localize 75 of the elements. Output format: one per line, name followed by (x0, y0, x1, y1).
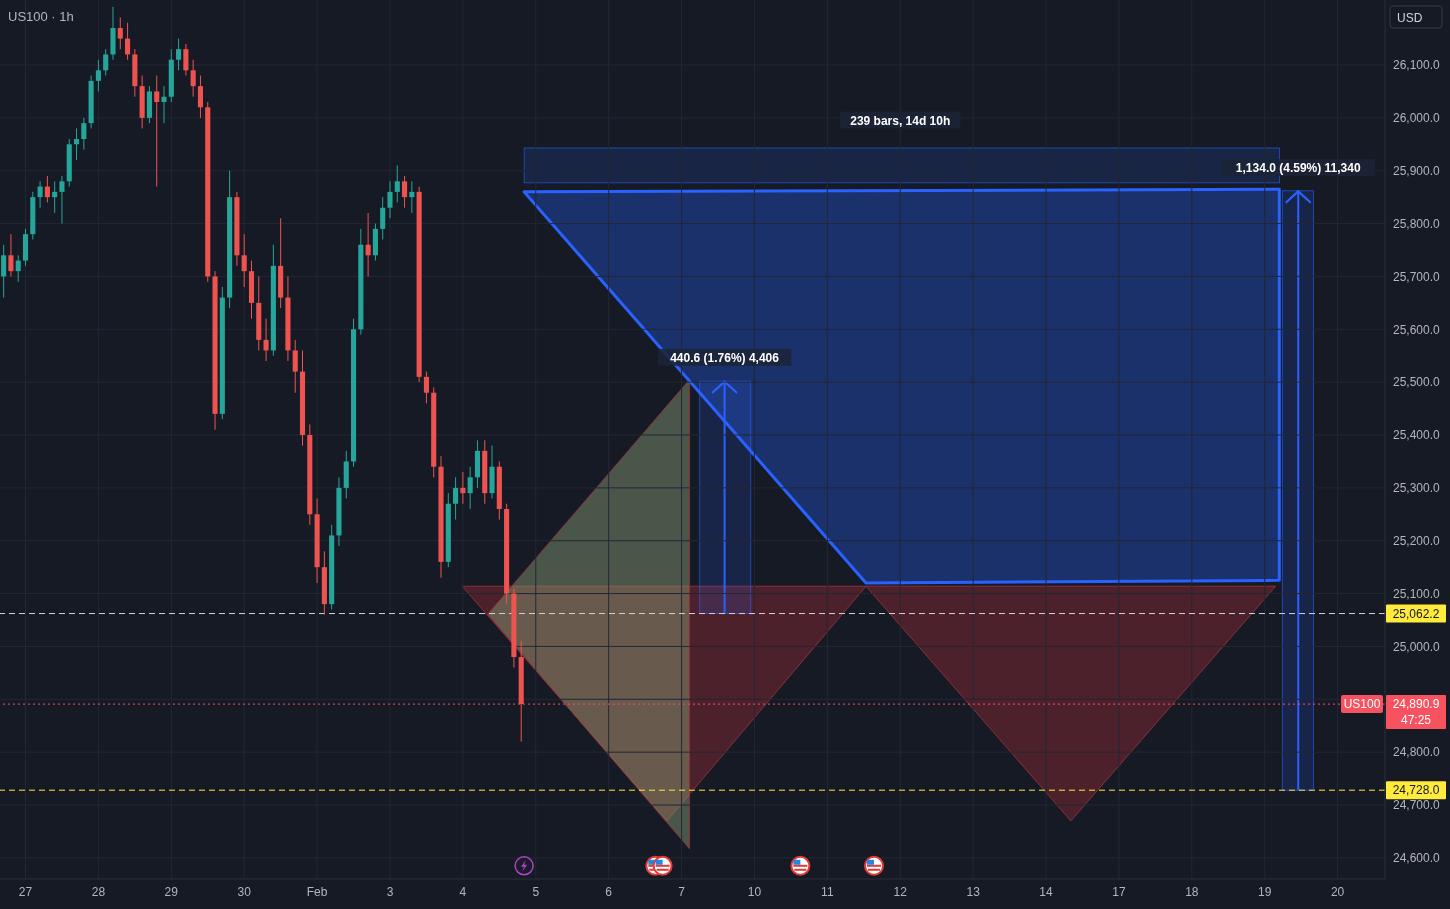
x-tick-label: 11 (821, 884, 834, 899)
y-tick-label: 24,700.0 (1393, 798, 1441, 813)
candlestick (52, 180, 58, 214)
annotation: 440.6 (1.76%) 4,406 (670, 350, 780, 365)
x-tick-label: 28 (91, 884, 106, 899)
candlestick (453, 476, 459, 521)
y-tick-label: 25,100.0 (1393, 586, 1441, 601)
y-tick-label: 24,600.0 (1393, 851, 1441, 866)
candlestick (1, 244, 7, 299)
y-tick-label: 26,100.0 (1393, 58, 1441, 73)
candlestick (154, 75, 160, 188)
candlestick (15, 254, 21, 283)
x-tick-label: 27 (18, 884, 33, 899)
y-tick-label: 25,200.0 (1393, 533, 1441, 548)
x-tick-label: 3 (386, 884, 394, 899)
candlestick (409, 180, 415, 214)
text: US100 · 1h (8, 9, 74, 24)
y-tick-label: 25,600.0 (1393, 322, 1441, 337)
candlestick (81, 117, 87, 151)
annotation: 1,134.0 (4.59%) 11,340 (1235, 161, 1361, 176)
y-tick-label: 25,000.0 (1393, 639, 1441, 654)
x-tick-label: 30 (237, 884, 252, 899)
candlestick (387, 180, 393, 219)
candlestick (190, 59, 196, 98)
ref-line-label: 24,890.9 47:25 (1392, 697, 1440, 728)
candlestick (263, 318, 269, 362)
candlestick (59, 175, 65, 225)
x-tick-label: 13 (966, 884, 981, 899)
x-tick-label: 18 (1185, 884, 1199, 899)
x-tick-label: 12 (893, 884, 908, 899)
y-axis-title: USD (1397, 11, 1423, 25)
candlestick (394, 164, 400, 203)
y-tick-label: 25,900.0 (1393, 163, 1441, 178)
candlestick (8, 233, 14, 277)
x-tick-label: 6 (605, 884, 613, 899)
candlestick (460, 471, 466, 505)
annotation: US100 (1343, 697, 1381, 712)
x-tick-label: 17 (1112, 884, 1126, 899)
candlestick (423, 371, 429, 404)
x-tick-label: 19 (1258, 884, 1272, 899)
y-tick-label: 25,300.0 (1393, 481, 1441, 496)
candlestick (183, 43, 189, 77)
candlestick (402, 175, 408, 209)
candlestick (365, 212, 371, 277)
candlestick (176, 38, 182, 71)
x-tick-label: 20 (1330, 884, 1345, 899)
candlestick (44, 175, 50, 203)
x-tick-label: 10 (747, 884, 762, 899)
x-tick-label: 5 (532, 884, 540, 899)
candlestick (161, 85, 167, 124)
x-tick-label: 29 (164, 884, 179, 899)
y-tick-label: 25,400.0 (1393, 428, 1441, 443)
annotation: 239 bars, 14d 10h (850, 113, 951, 128)
y-tick-label: 24,800.0 (1393, 745, 1441, 760)
candlestick (95, 59, 101, 92)
ref-line-label: 25,062.2 (1392, 606, 1440, 621)
x-tick-label: 4 (459, 884, 467, 899)
y-tick-label: 26,000.0 (1393, 111, 1441, 126)
ref-line-label: 24,728.0 (1392, 783, 1440, 798)
candlestick (467, 466, 473, 510)
y-tick-label: 25,800.0 (1393, 216, 1441, 231)
candlestick (241, 233, 247, 288)
candlestick (380, 196, 386, 240)
candlestick (117, 16, 123, 50)
candlestick (103, 48, 109, 77)
x-tick-label: Feb (306, 884, 328, 899)
y-tick-label: 25,700.0 (1393, 269, 1441, 284)
x-tick-label: 14 (1039, 884, 1054, 899)
candlestick (73, 127, 80, 161)
candlestick (37, 180, 43, 209)
candlestick (292, 339, 298, 394)
candlestick (125, 22, 131, 61)
x-tick-label: 7 (678, 884, 686, 899)
y-tick-label: 25,500.0 (1393, 375, 1441, 390)
candlestick (197, 75, 204, 119)
